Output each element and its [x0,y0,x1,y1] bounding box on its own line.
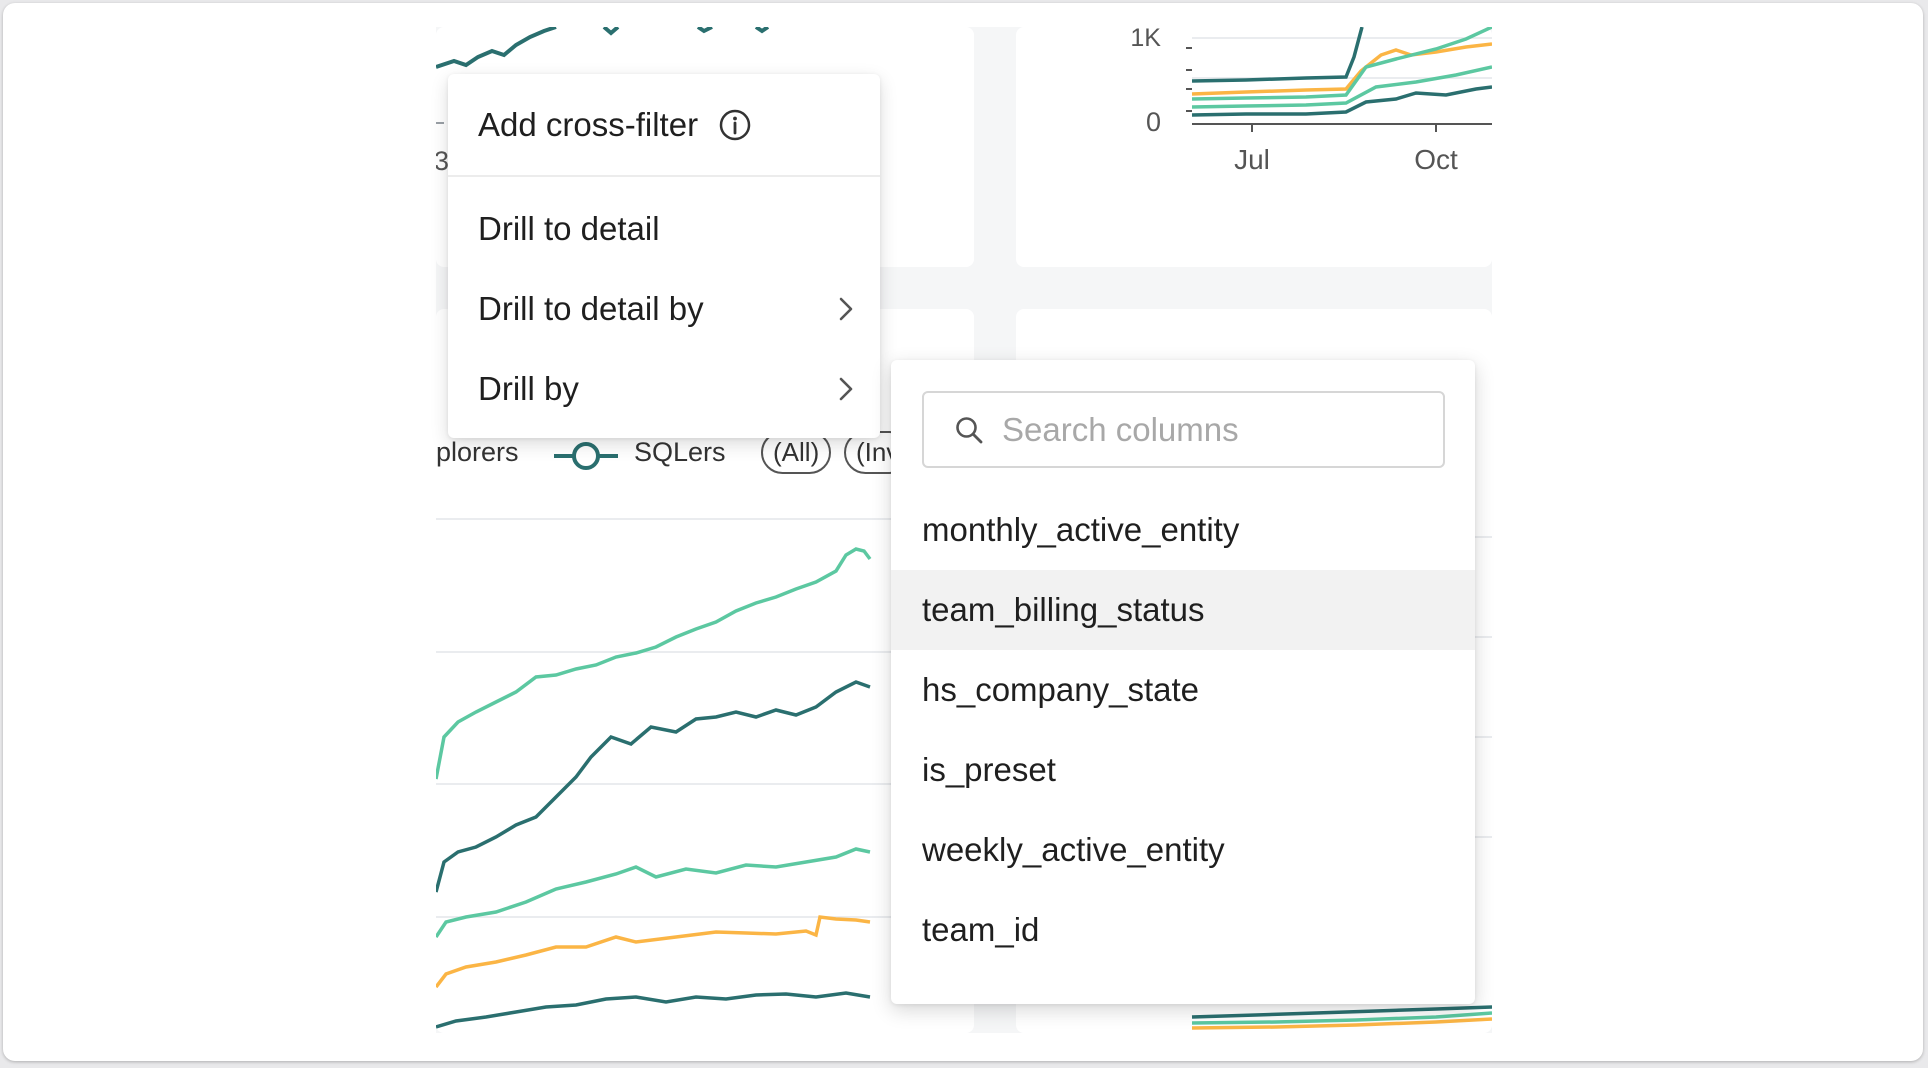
x-tick-jul: Jul [1234,144,1270,175]
column-option-label: weekly_active_entity [922,831,1225,868]
legend-item-explorers[interactable]: plorers [436,437,519,467]
top-left-series-fragments [602,27,770,36]
bottom-series-dark-mid [436,680,871,893]
bottom-series-orange [436,915,871,989]
column-option-is-preset[interactable]: is_preset [891,730,1475,810]
column-option-team-id[interactable]: team_id [891,890,1475,970]
info-icon[interactable] [718,108,752,142]
column-option-monthly-active-entity[interactable]: monthly_active_entity [891,490,1475,570]
series-light-2 [1191,65,1492,109]
chart-context-menu: Add cross-filter Drill to detail Drill t… [448,74,880,438]
drill-by-submenu: monthly_active_entity team_billing_statu… [891,360,1475,1004]
legend-pill-all-label: All [781,437,811,467]
series-light-1 [1191,27,1492,101]
top-right-chart: 1K 0 Jul Oct [1130,27,1492,175]
drill-by-label: Drill by [478,370,579,407]
series-dark-lower [1191,85,1492,117]
chevron-right-icon [839,297,853,321]
column-option-label: is_preset [922,751,1056,788]
legend-marker-icon [554,442,618,470]
column-option-label: team_id [922,911,1040,948]
column-option-label: hs_company_state [922,671,1200,708]
bottom-series-dark-low [436,991,871,1029]
drill-by-item[interactable]: Drill by [448,349,880,429]
top-right-tick-marks [1186,47,1437,132]
menu-divider [448,175,880,177]
add-cross-filter-label: Add cross-filter [478,106,699,143]
bottom-left-gridlines [436,518,974,918]
drill-to-detail-item[interactable]: Drill to detail [448,189,880,269]
drill-to-detail-by-item[interactable]: Drill to detail by [448,269,880,349]
series-orange [1191,42,1492,96]
add-cross-filter-item[interactable]: Add cross-filter [448,85,880,165]
column-option-hs-company-state[interactable]: hs_company_state [891,650,1475,730]
legend-item-sqlers[interactable]: SQLers [634,437,726,467]
bottom-right-series-orange [1191,1017,1492,1030]
drill-to-detail-by-label: Drill to detail by [478,290,704,327]
top-left-partial-tick: 3 [436,146,449,176]
bottom-right-series-dark [1191,1005,1492,1019]
column-option-label: team_billing_status [922,591,1205,628]
column-option-team-billing-status[interactable]: team_billing_status [891,570,1475,650]
search-icon [956,416,983,443]
chevron-right-icon [839,377,853,401]
chart-card-top-right [1016,27,1492,267]
bottom-series-light-low [436,847,871,938]
x-tick-oct: Oct [1414,144,1458,175]
column-option-weekly-active-entity[interactable]: weekly_active_entity [891,810,1475,890]
y-tick-0: 0 [1146,107,1161,137]
bottom-left-chart [436,518,974,1029]
bottom-series-light-top [436,547,872,780]
search-columns-box[interactable] [922,391,1445,468]
column-option-label: monthly_active_entity [922,511,1240,548]
bottom-right-series-light [1191,1011,1492,1025]
series-dark-upper [1191,27,1364,83]
top-left-chart: 3 [436,27,770,176]
search-columns-input[interactable] [1000,409,1424,450]
y-tick-1k: 1K [1130,27,1161,52]
top-left-series-line [436,27,557,69]
drill-to-detail-label: Drill to detail [478,210,660,247]
